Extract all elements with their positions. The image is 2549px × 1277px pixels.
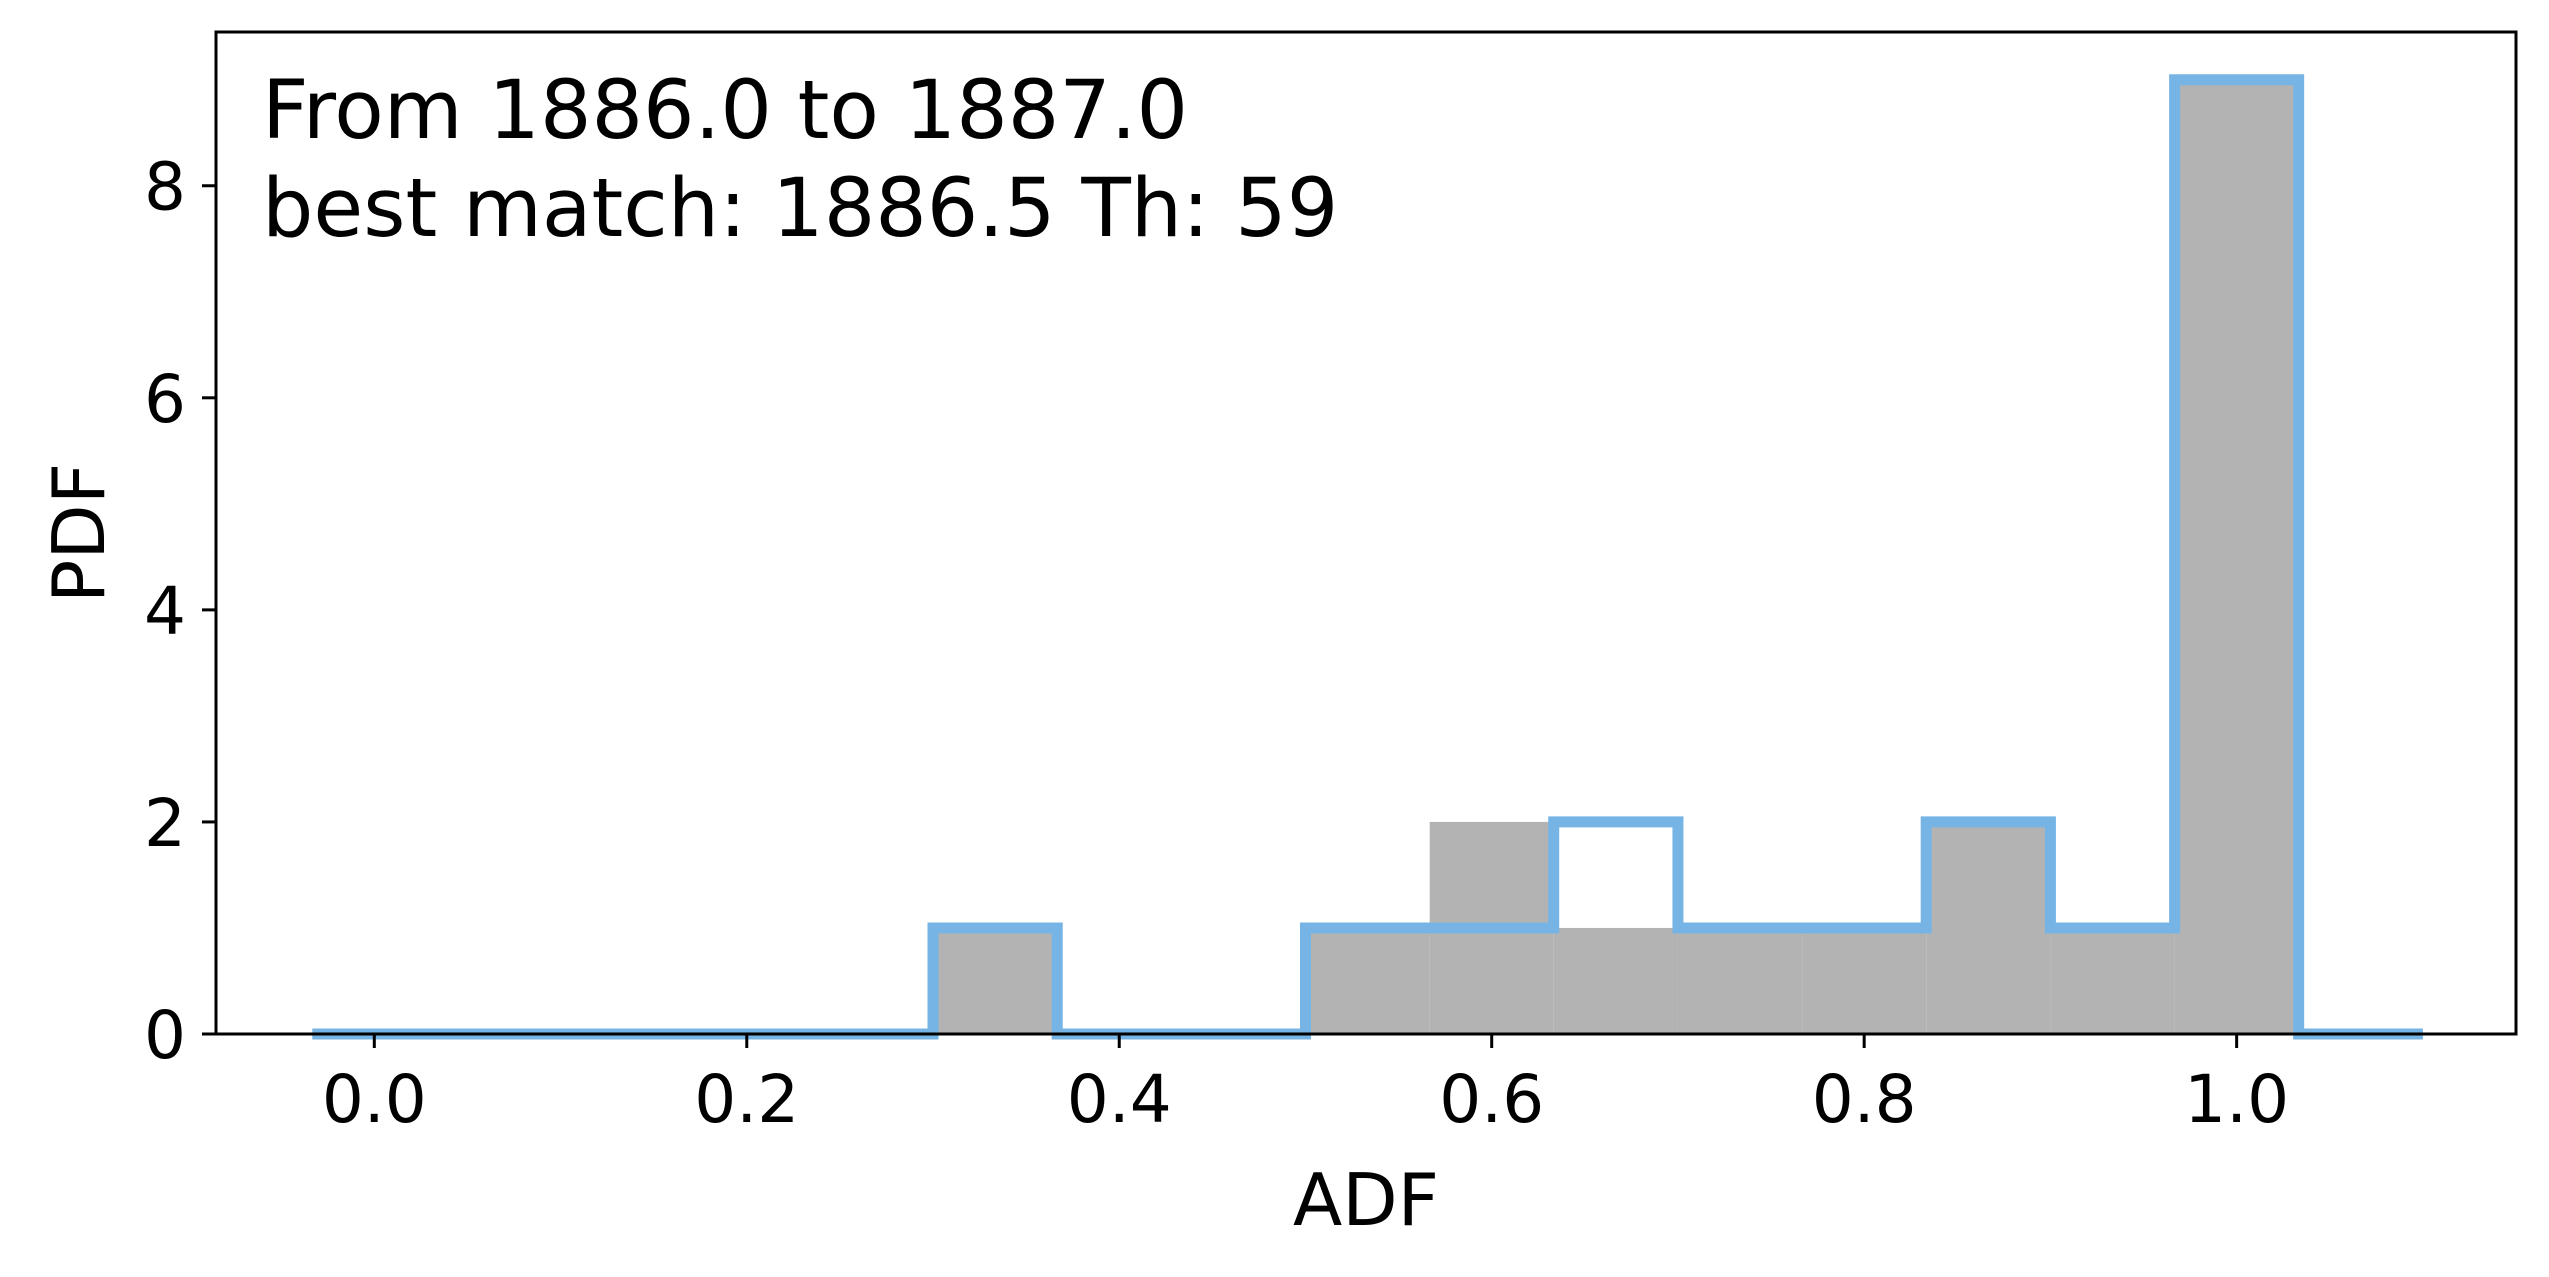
y-axis-label: PDF — [37, 463, 121, 603]
x-tick-label: 0.8 — [1812, 1061, 1917, 1138]
y-tick-label: 0 — [144, 997, 186, 1074]
x-axis-ticks: 0.0 0.2 0.4 0.6 0.8 1.0 — [322, 1034, 2289, 1138]
y-tick-label: 2 — [144, 785, 186, 862]
filled-bars — [933, 79, 2299, 1034]
annotation-best-match: best match: 1886.5 Th: 59 — [262, 162, 1338, 256]
y-tick-label: 6 — [144, 361, 186, 438]
hist-bar — [1926, 821, 2051, 1034]
x-tick-label: 0.0 — [322, 1061, 427, 1138]
hist-bar — [1677, 927, 1803, 1034]
hist-bar — [1802, 927, 1927, 1034]
x-tick-label: 0.4 — [1067, 1061, 1172, 1138]
hist-bar — [933, 927, 1058, 1034]
x-tick-label: 1.0 — [2184, 1061, 2289, 1138]
hist-bar — [2174, 79, 2299, 1034]
hist-bar — [1553, 927, 1678, 1034]
y-tick-label: 8 — [144, 149, 186, 226]
x-tick-label: 0.2 — [694, 1061, 799, 1138]
y-tick-label: 4 — [144, 573, 186, 650]
hist-bar — [1305, 927, 1430, 1034]
hist-bar — [2050, 927, 2175, 1034]
x-axis-label: ADF — [1293, 1158, 1439, 1242]
plot-frame — [214, 30, 2518, 1036]
x-tick-label: 0.6 — [1439, 1061, 1544, 1138]
y-axis-ticks: 0 2 4 6 8 — [144, 149, 216, 1074]
annotation-range: From 1886.0 to 1887.0 — [262, 64, 1188, 158]
